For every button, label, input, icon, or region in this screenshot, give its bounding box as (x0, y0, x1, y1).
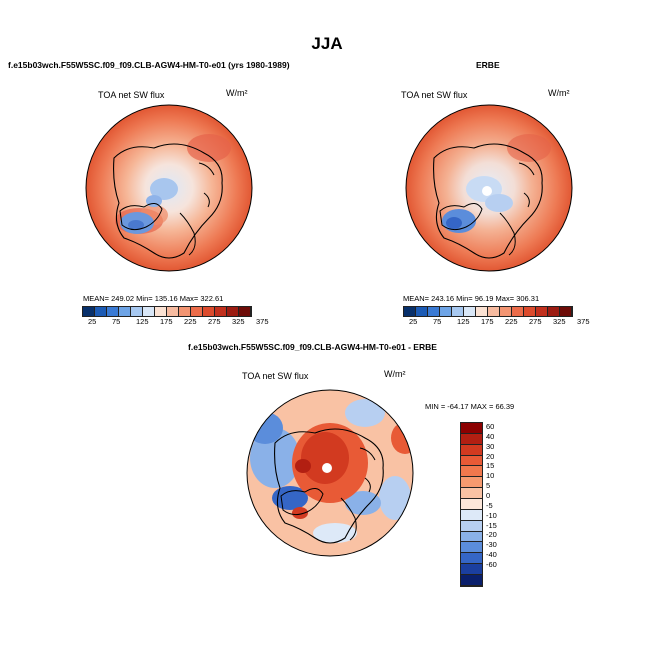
colorbar-segment (461, 488, 482, 500)
panel-1-stats: MEAN= 249.02 Min= 135.16 Max= 322.61 (83, 294, 224, 303)
panel-2-subtitle: ERBE (476, 60, 500, 70)
colorbar-segment (107, 307, 119, 316)
panel-3-colorbar (460, 422, 483, 587)
page-title: JJA (311, 34, 343, 53)
colorbar-tick-label: -60 (486, 560, 497, 570)
colorbar-tick-label: 75 (433, 317, 442, 326)
colorbar-segment (461, 542, 482, 554)
colorbar-tick-label: 125 (136, 317, 149, 326)
colorbar-segment (416, 307, 428, 316)
colorbar-tick-label: 75 (112, 317, 121, 326)
colorbar-segment (191, 307, 203, 316)
colorbar-segment (155, 307, 167, 316)
colorbar-tick-label: -10 (486, 510, 497, 520)
colorbar-tick-label: -15 (486, 520, 497, 530)
colorbar-tick-label: 225 (184, 317, 197, 326)
colorbar-segment (461, 423, 482, 434)
colorbar-tick-label: 175 (481, 317, 494, 326)
colorbar-segment (461, 575, 482, 586)
colorbar-segment (461, 553, 482, 565)
colorbar-tick-label: 5 (486, 481, 491, 491)
colorbar-segment (95, 307, 107, 316)
colorbar-tick-label: -20 (486, 530, 497, 540)
colorbar-tick-label: 125 (457, 317, 470, 326)
colorbar-segment (203, 307, 215, 316)
colorbar-tick-label: 20 (486, 451, 495, 461)
panel-1-colorbar-ticks: 25 75 125 175 225 275 325 375 (82, 317, 269, 329)
panel-1-field-label: TOA net SW flux (98, 90, 165, 100)
colorbar-tick-label: 275 (529, 317, 542, 326)
colorbar-tick-label: 0 (486, 491, 491, 500)
colorbar-segment (548, 307, 560, 316)
colorbar-tick-label: 40 (486, 431, 495, 441)
colorbar-tick-label: 30 (486, 441, 495, 451)
colorbar-segment (524, 307, 536, 316)
colorbar-segment (167, 307, 179, 316)
colorbar-segment (461, 531, 482, 543)
colorbar-segment (461, 455, 482, 467)
colorbar-tick-label: 60 (486, 421, 495, 431)
colorbar-segment (239, 307, 251, 316)
panel-2-colorbar-ticks: 25 75 125 175 225 275 325 375 (403, 317, 590, 329)
colorbar-segment (461, 520, 482, 532)
colorbar-segment (143, 307, 155, 316)
colorbar-segment (461, 477, 482, 489)
panel-3-polar-map (246, 389, 414, 557)
colorbar-segment (461, 444, 482, 456)
colorbar-tick-label: 325 (553, 317, 566, 326)
panel-2-polar-map (405, 104, 573, 272)
colorbar-segment (488, 307, 500, 316)
colorbar-segment (536, 307, 548, 316)
colorbar-segment (215, 307, 227, 316)
panel-2-units: W/m² (548, 88, 570, 98)
panel-1-subtitle: f.e15b03wch.F55W5SC.f09_f09.CLB-AGW4-HM-… (8, 60, 290, 70)
colorbar-segment (83, 307, 95, 316)
colorbar-segment (464, 307, 476, 316)
colorbar-segment (440, 307, 452, 316)
colorbar-tick-label: -30 (486, 540, 497, 550)
panel-1-units: W/m² (226, 88, 248, 98)
panel-3-field-label: TOA net SW flux (242, 371, 309, 381)
colorbar-tick-label: 15 (486, 461, 495, 471)
panel-3-colorbar-labels: 60 40 30 20 15 10 5 0 -5 -10 -15 -20 -30 -40 -60 (486, 422, 526, 572)
colorbar-tick-label: 375 (256, 317, 269, 326)
panel-3-subtitle: f.e15b03wch.F55W5SC.f09_f09.CLB-AGW4-HM-… (188, 342, 437, 352)
colorbar-segment (560, 307, 572, 316)
colorbar-segment (452, 307, 464, 316)
colorbar-segment (461, 466, 482, 478)
colorbar-segment (119, 307, 131, 316)
colorbar-tick-label: -40 (486, 550, 497, 560)
colorbar-segment (461, 499, 482, 510)
colorbar-segment (428, 307, 440, 316)
colorbar-tick-label: 375 (577, 317, 590, 326)
colorbar-segment (461, 509, 482, 521)
colorbar-tick-label: 25 (88, 317, 97, 326)
colorbar-tick-label: 175 (160, 317, 173, 326)
colorbar-segment (500, 307, 512, 316)
colorbar-tick-label: 225 (505, 317, 518, 326)
colorbar-tick-label: 25 (409, 317, 418, 326)
panel-3-stats: MIN = -64.17 MAX = 66.39 (425, 402, 515, 411)
colorbar-tick-label: 325 (232, 317, 245, 326)
panel-2-stats: MEAN= 243.16 Min= 96.19 Max= 306.31 (403, 294, 540, 303)
panel-2-field-label: TOA net SW flux (401, 90, 468, 100)
panel-1-colorbar (82, 306, 252, 317)
colorbar-segment (227, 307, 239, 316)
panel-3-units: W/m² (384, 369, 406, 379)
colorbar-tick-label: 275 (208, 317, 221, 326)
colorbar-tick-label: 10 (486, 471, 495, 481)
colorbar-tick-label: -5 (486, 500, 493, 510)
colorbar-segment (131, 307, 143, 316)
panel-2-colorbar (403, 306, 573, 317)
colorbar-segment (179, 307, 191, 316)
colorbar-segment (476, 307, 488, 316)
colorbar-segment (461, 564, 482, 576)
colorbar-segment (461, 433, 482, 445)
panel-1-polar-map (85, 104, 253, 272)
colorbar-segment (404, 307, 416, 316)
colorbar-segment (512, 307, 524, 316)
